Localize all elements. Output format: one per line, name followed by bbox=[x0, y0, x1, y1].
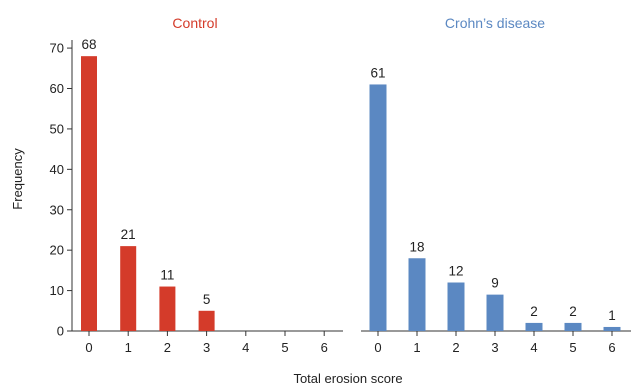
y-tick-label: 50 bbox=[50, 121, 64, 136]
bar bbox=[447, 282, 465, 331]
x-tick-label: 5 bbox=[569, 340, 576, 355]
x-tick-label: 4 bbox=[530, 340, 537, 355]
bar bbox=[564, 322, 582, 331]
bar bbox=[120, 246, 137, 331]
y-tick-label: 20 bbox=[50, 243, 64, 258]
data-label: 68 bbox=[81, 37, 96, 52]
x-tick-label: 5 bbox=[281, 340, 288, 355]
bar bbox=[408, 258, 426, 331]
x-tick-label: 3 bbox=[203, 340, 210, 355]
x-tick-label: 0 bbox=[85, 340, 92, 355]
bar bbox=[81, 56, 97, 332]
bar bbox=[525, 322, 543, 331]
data-label: 21 bbox=[121, 227, 136, 242]
x-axis-title: Total erosion score bbox=[293, 371, 402, 386]
data-label: 2 bbox=[530, 304, 538, 319]
x-tick-label: 1 bbox=[413, 340, 420, 355]
bar bbox=[486, 294, 504, 331]
data-label: 61 bbox=[370, 65, 385, 80]
panel-title: Control bbox=[172, 15, 217, 31]
x-tick-label: 6 bbox=[608, 340, 615, 355]
y-tick-label: 40 bbox=[50, 162, 64, 177]
panel-title: Crohn’s disease bbox=[445, 15, 545, 31]
data-label: 2 bbox=[569, 304, 577, 319]
bar bbox=[369, 84, 387, 331]
x-tick-label: 6 bbox=[321, 340, 328, 355]
x-tick-label: 4 bbox=[242, 340, 249, 355]
y-tick-label: 30 bbox=[50, 202, 64, 217]
y-tick-label: 0 bbox=[57, 324, 64, 339]
x-tick-label: 2 bbox=[452, 340, 459, 355]
data-label: 9 bbox=[491, 276, 499, 291]
x-tick-label: 0 bbox=[374, 340, 381, 355]
data-label: 1 bbox=[608, 308, 616, 323]
data-label: 12 bbox=[448, 264, 463, 279]
x-tick-label: 3 bbox=[491, 340, 498, 355]
x-tick-label: 2 bbox=[164, 340, 171, 355]
data-label: 18 bbox=[409, 239, 424, 254]
bar bbox=[159, 286, 176, 331]
y-tick-label: 10 bbox=[50, 283, 64, 298]
data-label: 11 bbox=[160, 268, 174, 283]
bar bbox=[198, 310, 215, 331]
x-tick-label: 1 bbox=[125, 340, 132, 355]
panel-0: Control 0 10 20 30 40 50 60 70 0 1 2 3 4 5 6 68 21 11 5 bbox=[50, 15, 343, 355]
y-axis-title: Frequency bbox=[10, 148, 25, 210]
bar bbox=[603, 326, 621, 331]
y-tick-label: 70 bbox=[50, 41, 64, 56]
y-tick-label: 60 bbox=[50, 81, 64, 96]
data-label: 5 bbox=[203, 292, 211, 307]
